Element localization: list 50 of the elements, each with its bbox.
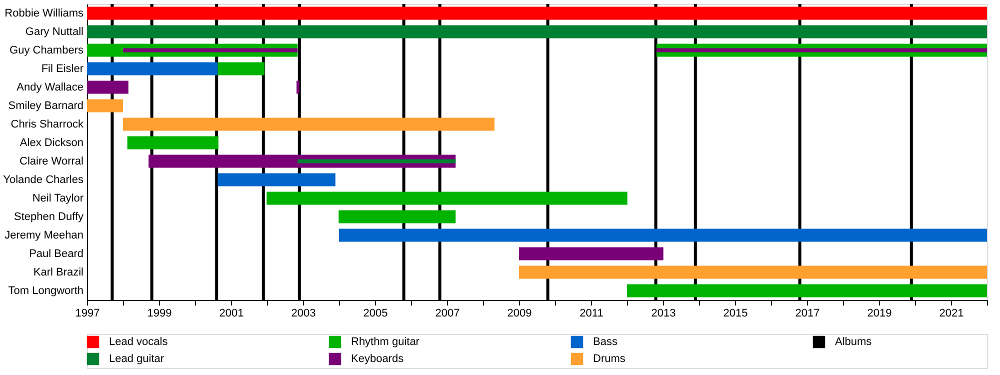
- y-tick-label: Jeremy Meehan: [4, 229, 84, 242]
- bar: [123, 118, 495, 131]
- x-tick-label: 2021: [939, 308, 964, 320]
- x-tick-label: 2005: [363, 308, 388, 320]
- bar: [218, 62, 264, 76]
- bar: [87, 6, 987, 20]
- y-tick-label: Gary Nuttall: [25, 26, 84, 38]
- y-tick-label: Guy Chambers: [10, 44, 84, 56]
- legend-label: Rhythm guitar: [351, 336, 420, 348]
- bar: [87, 99, 123, 112]
- x-tick-label: 1997: [75, 308, 100, 320]
- x-tick-label: 2001: [219, 308, 244, 320]
- y-tick-label: Andy Wallace: [16, 81, 84, 94]
- x-tick-label: 2017: [795, 308, 820, 320]
- y-tick-label: Neil Taylor: [32, 192, 84, 204]
- legend-label: Drums: [593, 353, 626, 365]
- legend-label: Lead guitar: [109, 353, 164, 365]
- x-tick-label: 1999: [147, 308, 172, 320]
- legend-label: Lead vocals: [109, 336, 168, 348]
- bar: [627, 284, 987, 298]
- x-tick-label: 2019: [867, 308, 892, 320]
- x-tick-label: 2011: [580, 308, 604, 320]
- y-tick-label: Yolande Charles: [3, 174, 84, 186]
- legend-label: Keyboards: [351, 353, 404, 365]
- bar: [87, 62, 218, 76]
- bar: [87, 80, 128, 94]
- x-tick-label: 2007: [435, 308, 460, 320]
- bar: [519, 266, 987, 279]
- x-tick-label: 2003: [291, 308, 316, 320]
- y-tick-label: Karl Brazil: [33, 266, 84, 278]
- y-tick-label: Stephen Duffy: [14, 210, 84, 223]
- bar: [266, 192, 628, 205]
- y-tick-label: Fil Eisler: [41, 62, 84, 75]
- y-tick-label: Smiley Barnard: [8, 100, 84, 112]
- y-tick-label: Robbie Williams: [4, 7, 84, 20]
- legend-label: Bass: [593, 336, 618, 348]
- y-tick-label: Claire Worral: [20, 155, 84, 168]
- y-tick-label: Chris Sharrock: [10, 118, 84, 130]
- bar: [519, 247, 664, 260]
- x-tick-label: 2015: [723, 308, 748, 320]
- y-tick-label: Alex Dickson: [20, 136, 84, 149]
- y-tick-label: Paul Beard: [29, 248, 84, 260]
- y-tick-label: Tom Longworth: [8, 284, 84, 297]
- x-tick-label: 2013: [651, 308, 676, 320]
- bar: [218, 173, 336, 186]
- legend-label: Albums: [835, 336, 872, 348]
- x-tick-label: 2009: [507, 308, 532, 320]
- bar: [338, 210, 456, 224]
- bar: [127, 136, 218, 150]
- bar: [339, 228, 987, 242]
